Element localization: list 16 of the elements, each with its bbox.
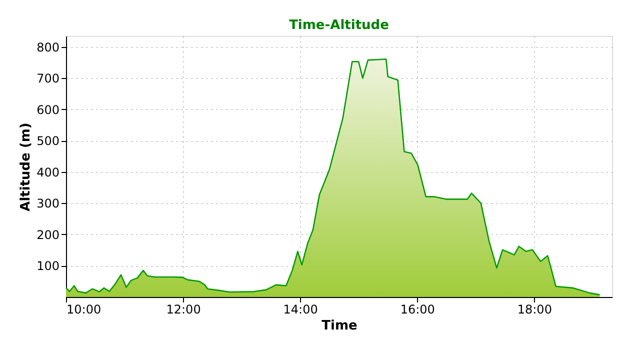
y-tick-label: 100 xyxy=(36,259,60,274)
x-tick-label: 18:00 xyxy=(517,302,552,316)
x-tick-label: 12:00 xyxy=(166,302,201,316)
x-tick-label: 16:00 xyxy=(400,302,435,316)
x-tick-label: 10:00 xyxy=(66,302,102,316)
x-axis-title: Time xyxy=(322,318,358,334)
y-tick-label: 400 xyxy=(36,165,60,180)
y-tick-label: 800 xyxy=(36,40,60,54)
y-tick-label: 200 xyxy=(36,228,60,242)
chart-title: Time-Altitude xyxy=(289,18,390,33)
y-axis-title: Altitude (m) xyxy=(18,122,34,212)
y-tick-label: 700 xyxy=(36,72,60,86)
y-tick-label: 600 xyxy=(36,102,60,117)
y-tick-label: 300 xyxy=(36,196,60,211)
y-tick-label: 500 xyxy=(36,134,60,148)
x-tick-label: 14:00 xyxy=(283,302,318,316)
